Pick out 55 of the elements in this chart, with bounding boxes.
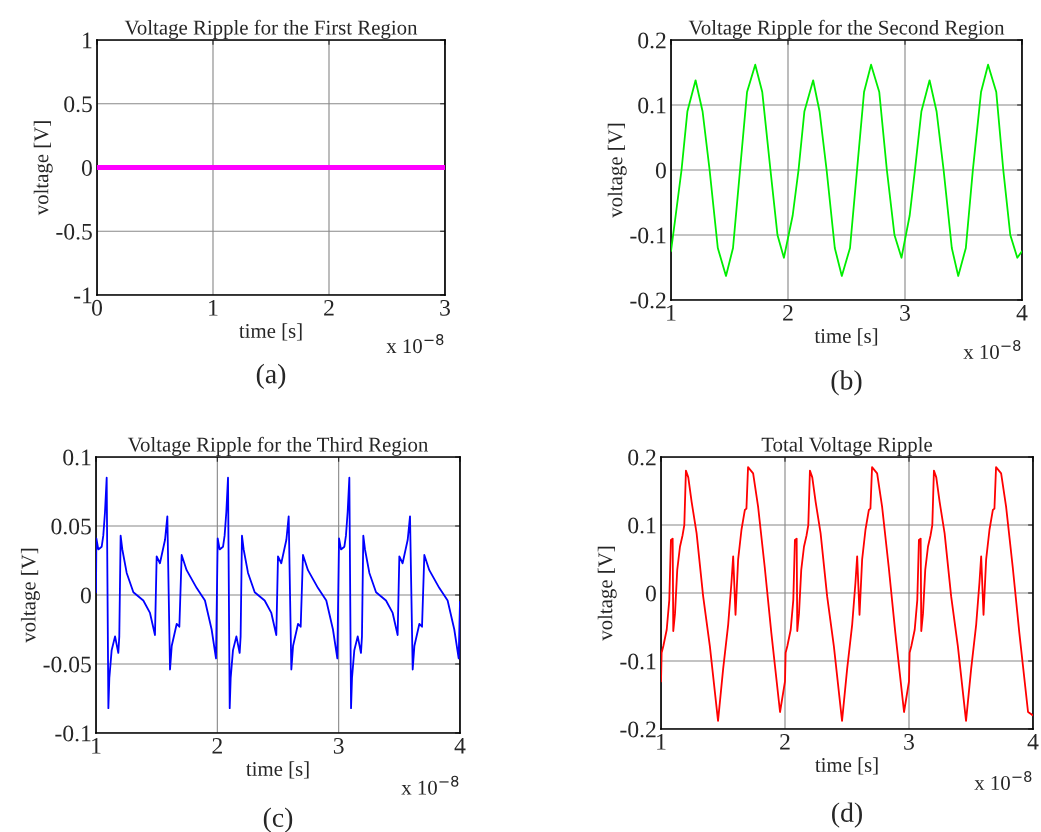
line-series [96,476,460,710]
y-axis-title: voltage [V] [33,121,53,216]
y-tick-label: 0.05 [51,518,91,535]
y-tick-label: 0.1 [628,517,656,534]
y-axis-title: voltage [V] [607,123,627,218]
y-tick-label: 1 [83,32,92,49]
x-tick-label: 3 [333,737,344,754]
x-tick-label: 2 [783,304,793,321]
line-series [661,466,1033,722]
x-tick-label: 4 [1016,305,1028,321]
x-tick-label: 2 [780,733,790,750]
y-axis-title: voltage [V] [597,546,617,641]
text: x 10$^{−8}$ [386,334,444,354]
x-tick-label: 2 [212,737,222,754]
x-tick-label: 3 [900,304,910,321]
y-tick-label: 0 [655,162,666,179]
x-tick-label: 4 [454,738,466,754]
y-tick-label: 0 [645,585,656,602]
y-tick-label: 0.1 [63,449,91,466]
y-tick-label: -0.5 [56,223,92,240]
y-tick-label: 0.5 [64,96,92,113]
text: x 10$^{−8}$ [963,339,1021,359]
y-tick-label: 0 [81,159,92,176]
text: (d) [832,802,862,828]
x-tick-label: 1 [209,299,218,316]
chart-title: Total Voltage Ripple [761,436,932,456]
y-tick-label: -0.2 [620,721,656,738]
x-axis-title: time [s] [815,757,878,775]
y-tick-label: -0.1 [630,227,666,244]
x-tick-label: 3 [904,733,914,750]
y-tick-label: 0 [80,587,91,604]
y-tick-label: -0.1 [55,725,91,742]
text: (c) [263,807,293,832]
x-tick-label: 4 [1027,734,1039,750]
text: (b) [831,370,862,396]
text: x 10$^{−8}$ [401,775,459,795]
y-tick-label: -0.1 [620,653,656,670]
chart-title: Voltage Ripple for the Third Region [127,436,429,456]
chart-title: Voltage Ripple for the Second Region [688,19,1005,39]
y-tick-label: 0.1 [638,97,666,114]
y-tick-label: -1 [74,287,92,304]
x-axis-title: time [s] [246,761,309,779]
x-axis-title: time [s] [814,328,878,346]
x-axis-title: time [s] [239,323,302,341]
line-series [671,63,1022,277]
y-tick-label: -0.2 [630,292,666,309]
y-tick-label: 0.2 [628,449,656,466]
x-tick-label: 3 [440,299,450,316]
text: x 10$^{−8}$ [974,771,1032,791]
y-tick-label: 0.2 [638,32,666,49]
text: (a) [256,363,286,390]
chart-title: Voltage Ripple for the First Region [124,19,418,39]
y-axis-title: voltage [V] [20,548,40,643]
y-tick-label: -0.05 [43,656,91,673]
x-tick-label: 2 [324,299,334,316]
